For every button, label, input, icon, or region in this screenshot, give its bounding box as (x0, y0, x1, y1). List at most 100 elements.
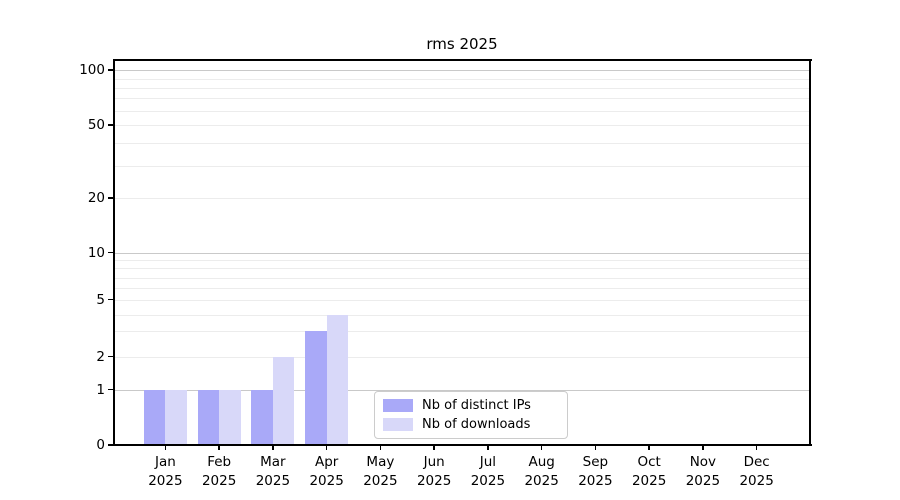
x-tick-month: Nov (689, 454, 717, 470)
plot-area (114, 60, 810, 445)
y-tick-label: 1 (96, 381, 105, 398)
bar-downloads-feb (219, 389, 241, 445)
x-tick-month: Oct (637, 454, 661, 470)
x-tick-mark (164, 445, 167, 450)
bar-distinct-ips-apr (305, 331, 327, 445)
y-tick-mark (108, 355, 113, 358)
bar-distinct-ips-feb (197, 389, 220, 445)
chart-title: rms 2025 (426, 35, 498, 53)
gridline-minor (114, 198, 810, 199)
y-tick-mark (108, 298, 113, 301)
y-tick-mark (108, 444, 113, 446)
legend-swatch-distinct-ips-icon (383, 399, 413, 412)
y-tick-label: 5 (96, 291, 105, 308)
x-tick-mark (702, 445, 704, 450)
legend-item-downloads: Nb of downloads (383, 415, 559, 434)
x-tick-label: Sep 2025 (563, 453, 627, 491)
y-tick-mark (108, 388, 113, 391)
gridline-minor (114, 314, 810, 316)
gridline-minor (114, 277, 810, 279)
gridline-major (114, 252, 810, 254)
x-tick-label: Jun 2025 (402, 453, 466, 491)
x-tick-year: 2025 (739, 473, 774, 489)
x-tick-label: Aug 2025 (510, 453, 574, 491)
legend-item-distinct-ips: Nb of distinct IPs (383, 396, 559, 415)
plot-frame-top (114, 59, 812, 61)
x-tick-year: 2025 (685, 473, 721, 489)
x-tick-mark (433, 445, 435, 450)
y-tick-mark (108, 251, 113, 254)
gridline-minor (114, 299, 810, 301)
gridline-minor (114, 88, 810, 89)
gridline-minor (114, 287, 810, 289)
gridline-minor (114, 98, 810, 99)
legend-label-downloads: Nb of downloads (422, 417, 531, 432)
x-tick-year: 2025 (578, 473, 613, 489)
x-tick-month: Jan (154, 454, 176, 470)
gridline-major (114, 70, 810, 71)
x-tick-month: Mar (260, 454, 286, 470)
x-tick-month: Jul (479, 454, 497, 470)
x-tick-label: Jan 2025 (133, 453, 197, 491)
x-tick-year: 2025 (201, 473, 237, 489)
gridline-minor (114, 356, 810, 358)
x-tick-year: 2025 (363, 473, 398, 489)
x-tick-label: Mar 2025 (241, 453, 305, 491)
x-tick-year: 2025 (255, 473, 291, 489)
plot-frame-bottom (114, 444, 812, 446)
x-tick-mark (325, 445, 328, 450)
plot-frame-left (113, 59, 115, 446)
gridline-minor (114, 125, 810, 126)
y-tick-mark (108, 197, 113, 199)
x-tick-label: Dec 2025 (725, 453, 789, 491)
bar-downloads-apr (326, 314, 349, 445)
y-tick-label: 20 (87, 190, 105, 206)
x-tick-mark (272, 445, 274, 450)
bar-downloads-jan (165, 389, 187, 445)
legend-label-distinct-ips: Nb of distinct IPs (422, 398, 531, 413)
y-tick-label: 100 (79, 62, 105, 78)
y-tick-mark (108, 124, 113, 126)
x-tick-mark (218, 445, 220, 450)
bar-downloads-mar (272, 356, 295, 445)
x-tick-month: Sep (582, 454, 609, 470)
y-tick-label: 10 (87, 244, 105, 261)
x-tick-month: Aug (528, 454, 555, 470)
bar-distinct-ips-jan (143, 389, 166, 445)
x-tick-month: Apr (314, 454, 339, 470)
bar-distinct-ips-mar (251, 389, 273, 445)
x-tick-mark (487, 445, 489, 450)
gridline-minor (114, 166, 810, 167)
x-tick-year: 2025 (524, 473, 559, 489)
y-tick-label: 50 (87, 117, 105, 133)
x-tick-mark (755, 445, 758, 450)
x-tick-label: Oct 2025 (617, 453, 681, 491)
legend-swatch-downloads-icon (383, 418, 413, 431)
x-tick-mark (648, 445, 650, 450)
x-tick-label: Nov 2025 (671, 453, 735, 491)
legend: Nb of distinct IPs Nb of downloads (374, 391, 568, 439)
x-tick-year: 2025 (148, 473, 183, 489)
gridline-minor (114, 260, 810, 261)
y-tick-label: 0 (96, 437, 105, 453)
gridline-minor (114, 331, 810, 332)
x-tick-label: Apr 2025 (295, 453, 359, 491)
x-tick-year: 2025 (416, 473, 452, 489)
gridline-minor (114, 268, 810, 269)
gridline-major (114, 389, 810, 391)
gridline-minor (114, 78, 810, 80)
x-tick-mark (379, 445, 382, 450)
x-tick-mark (594, 445, 597, 450)
x-tick-month: Dec (743, 454, 770, 470)
x-tick-label: Feb 2025 (187, 453, 251, 491)
x-tick-label: Jul 2025 (456, 453, 520, 491)
plot-frame-right (809, 59, 811, 446)
x-tick-year: 2025 (470, 473, 506, 489)
x-tick-month: Jun (423, 454, 445, 470)
x-tick-month: Feb (207, 454, 232, 470)
x-tick-mark (540, 445, 543, 450)
gridline-minor (114, 143, 810, 144)
y-tick-label: 2 (96, 348, 105, 365)
gridline-minor (114, 110, 810, 112)
